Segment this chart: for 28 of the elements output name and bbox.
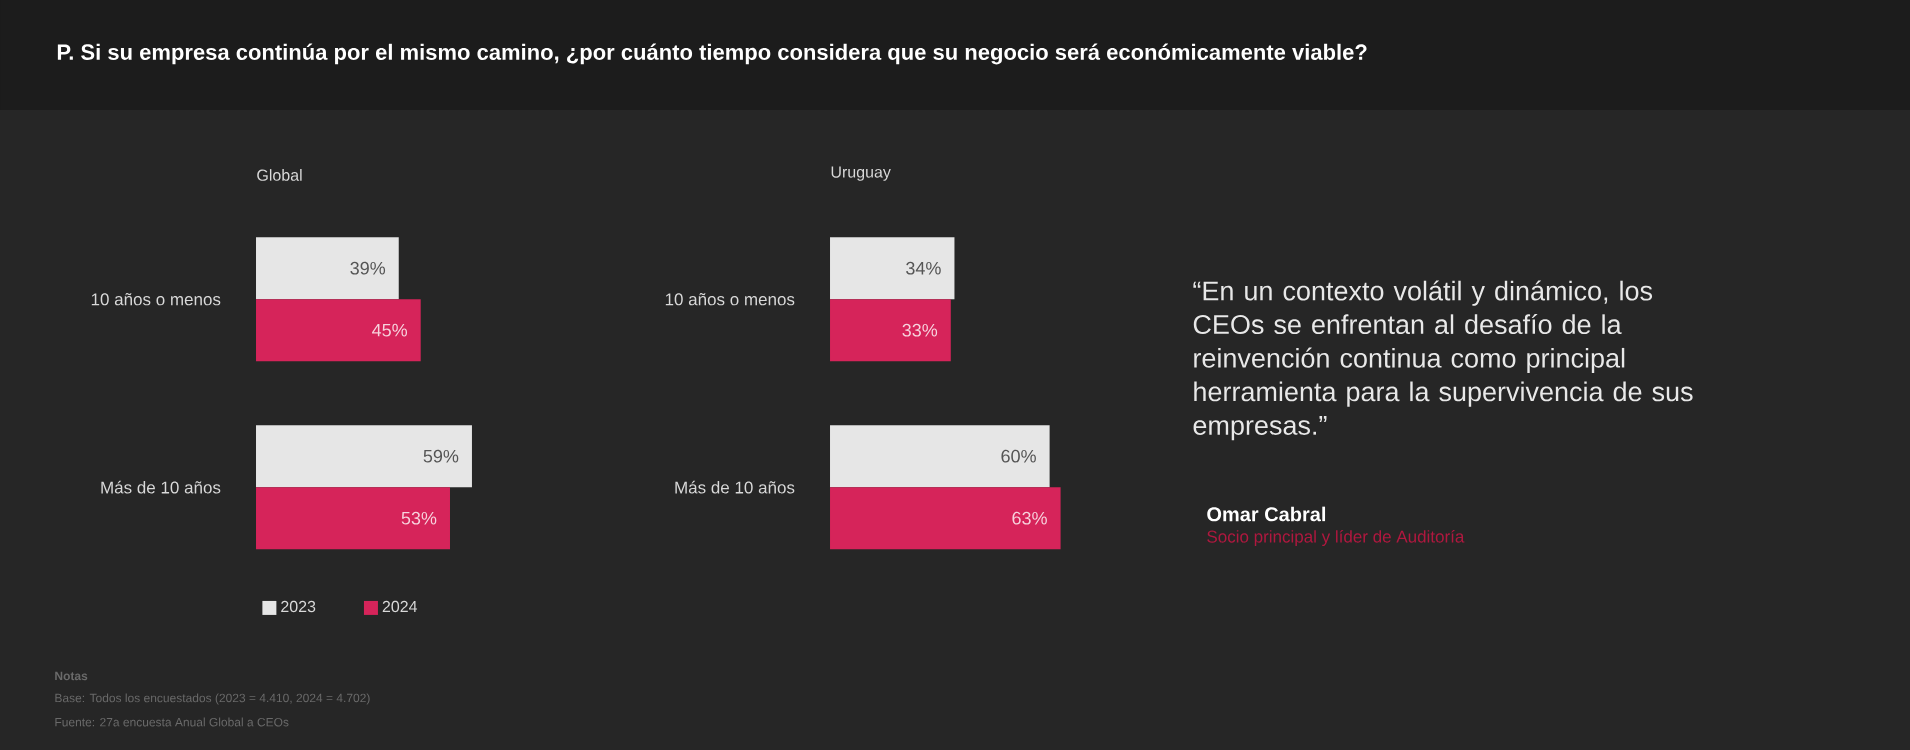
bar [830,425,1050,488]
chart-title: Uruguay [831,166,891,181]
data-label: 34% [906,261,941,275]
text: Socio principal y líder de Auditoría [1207,529,1465,547]
y-tick-label: Más de 10 años [101,480,221,494]
bar [256,425,472,488]
bar [830,487,1061,550]
data-label: 53% [401,511,437,525]
y-tick-label: Más de 10 años [675,480,795,494]
bar [256,237,399,300]
text: “En un contexto volátil y dinámico, los CEOs se enfrentan al desafío de la reinvención continua como principal herramienta para la supervivencia de sus empresas.” [1193,280,1693,441]
y-tick-label: 10 años o menos [665,293,795,306]
bar [256,487,450,550]
bar [830,299,951,362]
data-label: 59% [423,449,459,463]
data-label: 63% [1012,511,1047,525]
data-label: 33% [902,323,938,337]
legend-label: 2023 [281,600,316,613]
bar [256,299,421,362]
text: P. Si su empresa continúa por el mismo camino, ¿por cuánto tiempo considera que su negocio será económicamente viable? [57,43,1367,65]
bar [830,237,955,300]
text: Omar Cabral [1207,506,1326,522]
data-label: 39% [350,261,386,275]
data-label: 60% [1001,449,1036,463]
data-label: 45% [372,323,408,337]
legend-label: 2024 [382,600,418,613]
chart-title: Global [257,169,302,181]
y-tick-label: 10 años o menos [91,293,221,306]
